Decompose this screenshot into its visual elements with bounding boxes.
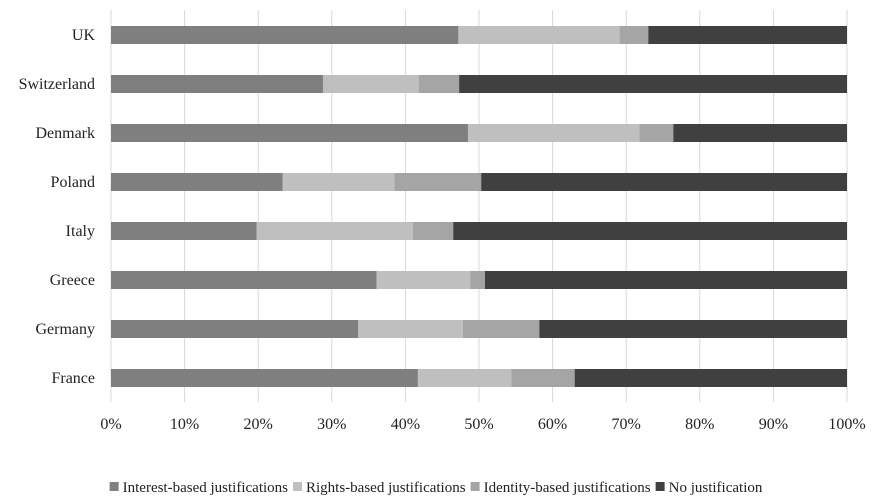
legend-item: Identity-based justifications bbox=[470, 480, 651, 496]
legend: Interest-based justifications Rights-base… bbox=[109, 480, 763, 496]
legend-label: No justification bbox=[669, 480, 763, 496]
legend-label: Identity-based justifications bbox=[484, 480, 651, 496]
bar-segment bbox=[111, 124, 468, 142]
bar-segment bbox=[282, 173, 395, 191]
bar-segment bbox=[418, 75, 460, 93]
bar-segment bbox=[111, 369, 418, 387]
gridlines bbox=[110, 10, 848, 402]
x-tick-label: 80% bbox=[685, 416, 714, 433]
bar-segment bbox=[111, 26, 459, 44]
bar-segment bbox=[358, 320, 463, 338]
x-tick-label: 30% bbox=[317, 416, 346, 433]
category-label: France bbox=[51, 370, 95, 387]
x-tick-label: 90% bbox=[759, 416, 788, 433]
bar-segment bbox=[111, 271, 377, 289]
x-tick-label: 60% bbox=[538, 416, 567, 433]
category-label: Greece bbox=[50, 272, 95, 289]
bar-segment bbox=[111, 75, 323, 93]
bars bbox=[111, 26, 847, 387]
bar-segment bbox=[111, 173, 283, 191]
bar-segment bbox=[453, 222, 847, 240]
legend-item: Rights-based justifications bbox=[293, 480, 466, 496]
legend-swatch bbox=[470, 482, 480, 491]
bar-segment bbox=[467, 124, 640, 142]
x-tick-label: 100% bbox=[828, 416, 865, 433]
bar-segment bbox=[539, 320, 847, 338]
bar-segment bbox=[111, 320, 359, 338]
legend-label: Interest-based justifications bbox=[123, 480, 289, 496]
bar-segment bbox=[459, 75, 847, 93]
x-tick-label: 70% bbox=[612, 416, 641, 433]
bar-segment bbox=[673, 124, 847, 142]
bar-segment bbox=[394, 173, 482, 191]
category-label: Germany bbox=[35, 321, 95, 338]
bar-segment bbox=[639, 124, 674, 142]
legend-swatch bbox=[109, 482, 119, 491]
category-label: Switzerland bbox=[19, 76, 95, 93]
x-tick-labels: 0% 10% 20% 30% 40% 50% 60% 70% 80% 90% 100% bbox=[100, 416, 865, 433]
category-label: Poland bbox=[51, 174, 95, 191]
bar-segment bbox=[458, 26, 620, 44]
x-tick-label: 20% bbox=[244, 416, 273, 433]
bar-segment bbox=[376, 271, 471, 289]
bar-segment bbox=[484, 271, 847, 289]
category-label: Denmark bbox=[35, 125, 95, 142]
bar-segment bbox=[619, 26, 649, 44]
bar-segment bbox=[412, 222, 454, 240]
category-label: Italy bbox=[66, 223, 95, 240]
bar-segment bbox=[111, 222, 257, 240]
legend-label: Rights-based justifications bbox=[306, 480, 466, 496]
x-tick-label: 40% bbox=[391, 416, 420, 433]
bar-segment bbox=[256, 222, 413, 240]
category-labels: UK Switzerland Denmark Poland Italy Greece Ger… bbox=[19, 27, 96, 387]
bar-segment bbox=[417, 369, 512, 387]
x-tick-label: 10% bbox=[170, 416, 199, 433]
category-label: UK bbox=[72, 27, 96, 44]
bar-segment bbox=[511, 369, 575, 387]
bar-segment bbox=[322, 75, 419, 93]
legend-swatch bbox=[293, 482, 302, 491]
bar-segment bbox=[574, 369, 847, 387]
bar-segment bbox=[462, 320, 540, 338]
x-tick-label: 50% bbox=[464, 416, 493, 433]
bar-segment bbox=[470, 271, 485, 289]
x-tick-label: 0% bbox=[100, 416, 121, 433]
legend-item: No justification bbox=[655, 480, 763, 496]
bar-segment bbox=[648, 26, 847, 44]
legend-swatch bbox=[655, 482, 665, 491]
bar-segment bbox=[481, 173, 847, 191]
legend-item: Interest-based justifications bbox=[109, 480, 289, 496]
